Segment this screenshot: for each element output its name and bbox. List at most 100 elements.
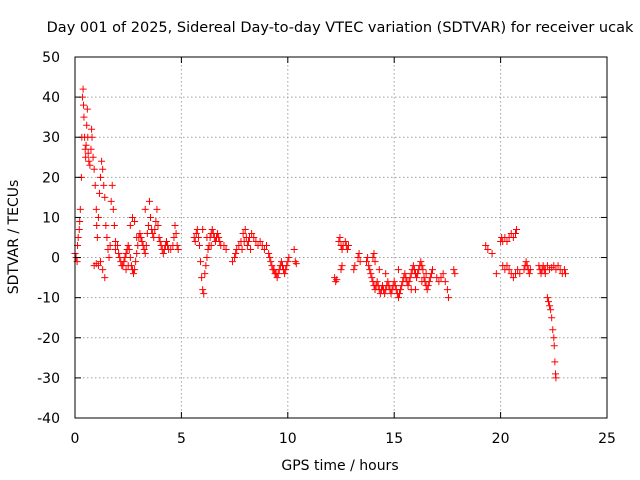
data-point (79, 85, 87, 93)
data-point (83, 121, 91, 129)
data-point (173, 242, 181, 250)
data-point (105, 254, 113, 262)
data-point (284, 258, 292, 266)
data-point (86, 161, 94, 169)
data-point (292, 260, 300, 268)
data-point (404, 282, 412, 290)
data-point (356, 258, 364, 266)
data-point (194, 234, 202, 241)
data-point (366, 266, 374, 274)
data-point (549, 326, 557, 334)
data-point (172, 229, 180, 237)
data-point (282, 266, 290, 274)
data-point (333, 276, 341, 284)
data-point (200, 290, 208, 298)
data-point (145, 197, 153, 205)
data-point (195, 242, 203, 250)
data-point (99, 266, 107, 274)
data-point (248, 229, 256, 237)
data-point (216, 238, 224, 246)
data-point (516, 270, 524, 278)
x-tick-label: 5 (177, 431, 186, 447)
data-point (124, 262, 132, 270)
data-point (191, 238, 199, 246)
data-point (97, 258, 105, 266)
y-tick-label: 0 (51, 251, 60, 267)
data-point (547, 306, 555, 314)
grid-lines (75, 57, 607, 418)
data-point (87, 145, 95, 153)
data-point (381, 290, 389, 298)
data-point (394, 294, 402, 302)
data-point (144, 221, 152, 229)
data-point (228, 258, 236, 266)
data-point (214, 229, 222, 237)
data-point (131, 266, 139, 274)
data-point (115, 250, 123, 258)
data-point (503, 238, 511, 246)
data-point (88, 133, 96, 141)
y-tick-label: -20 (37, 331, 60, 347)
data-point (369, 254, 377, 262)
data-point (238, 246, 246, 254)
data-point (156, 238, 164, 246)
data-point (90, 165, 98, 173)
data-point (425, 278, 433, 286)
data-point (80, 101, 88, 109)
data-point (133, 234, 141, 241)
data-point (450, 266, 458, 274)
data-point (231, 254, 239, 262)
data-point (147, 213, 155, 221)
data-point (122, 250, 130, 258)
plot-frame (74, 56, 608, 419)
data-point (290, 246, 298, 254)
data-series (71, 85, 570, 382)
y-axis-label: SDTVAR / TECUs (6, 180, 22, 295)
x-tick-label: 25 (598, 431, 616, 447)
data-point (199, 225, 207, 233)
data-point (220, 242, 228, 250)
data-point (153, 205, 161, 213)
data-point (240, 238, 248, 246)
data-point (101, 274, 109, 282)
data-point (437, 274, 445, 282)
data-point (544, 298, 552, 306)
data-point (550, 334, 558, 342)
data-point (513, 225, 521, 233)
data-point (95, 189, 103, 197)
data-point (110, 221, 118, 229)
data-point (397, 286, 405, 294)
data-point (281, 270, 289, 278)
data-point (76, 205, 84, 213)
data-point (82, 141, 90, 149)
data-point (343, 246, 351, 254)
data-point (131, 217, 139, 225)
data-point (509, 274, 517, 282)
data-point (525, 270, 533, 278)
x-tick-label: 0 (71, 431, 80, 447)
data-point (235, 242, 243, 250)
data-point (151, 225, 159, 233)
data-point (108, 181, 116, 189)
data-point (368, 274, 376, 282)
data-point (429, 266, 437, 274)
data-point (414, 270, 422, 278)
data-point (422, 270, 430, 278)
y-tick-label: 40 (42, 90, 60, 106)
data-point (444, 294, 452, 302)
data-point (203, 234, 211, 241)
data-point (451, 270, 459, 278)
data-point (142, 242, 150, 250)
data-point (130, 270, 138, 278)
data-point (484, 246, 492, 254)
data-point (85, 157, 93, 165)
data-point (215, 234, 223, 241)
data-point (133, 250, 141, 258)
data-point (241, 225, 249, 233)
data-point (401, 270, 409, 278)
data-point (335, 238, 343, 246)
data-point (503, 262, 511, 270)
data-point (526, 266, 534, 274)
data-point (114, 242, 122, 250)
data-point (167, 246, 175, 254)
